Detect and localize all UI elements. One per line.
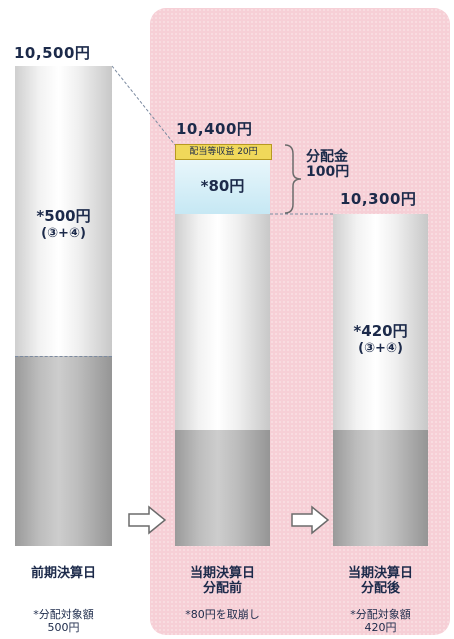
right-arrow-icon [291,505,330,535]
current-before-caption-2: 分配前 [202,581,242,596]
distribution-box [175,160,270,214]
current-after-caption-2: 分配後 [360,581,400,596]
current-after-bar [333,214,428,546]
current-after-inner-label: *420円 [353,322,408,340]
previous-note-1: *分配対象額 [33,608,94,621]
previous-inner-sub: (③+④) [41,226,86,241]
previous-value-label: 10,500円 [14,44,91,62]
distribution-label-2: 100円 [306,164,350,180]
income-box: 配当等収益 20円 [175,144,272,160]
current-after-note-2: 420円 [364,621,397,634]
previous-caption: 前期決算日 [30,566,96,581]
current-after-value-label: 10,300円 [340,190,417,208]
previous-note-2: 500円 [47,621,80,634]
distribution-label-1: 分配金 [306,149,348,165]
current-before-value-label: 10,400円 [176,120,253,138]
distribution-amount: *80円 [200,177,245,195]
brace-icon [284,144,302,214]
current-before-caption-1: 当期決算日 [189,566,255,581]
current-after-note-1: *分配対象額 [350,608,411,621]
right-arrow-icon [128,505,167,535]
previous-inner-label: *500円 [36,207,91,225]
previous-bar [15,66,112,546]
current-after-inner-sub: (③+④) [358,341,403,356]
current-before-bar [175,214,270,546]
current-before-note: *80円を取崩し [185,608,260,621]
current-after-caption-1: 当期決算日 [347,566,413,581]
